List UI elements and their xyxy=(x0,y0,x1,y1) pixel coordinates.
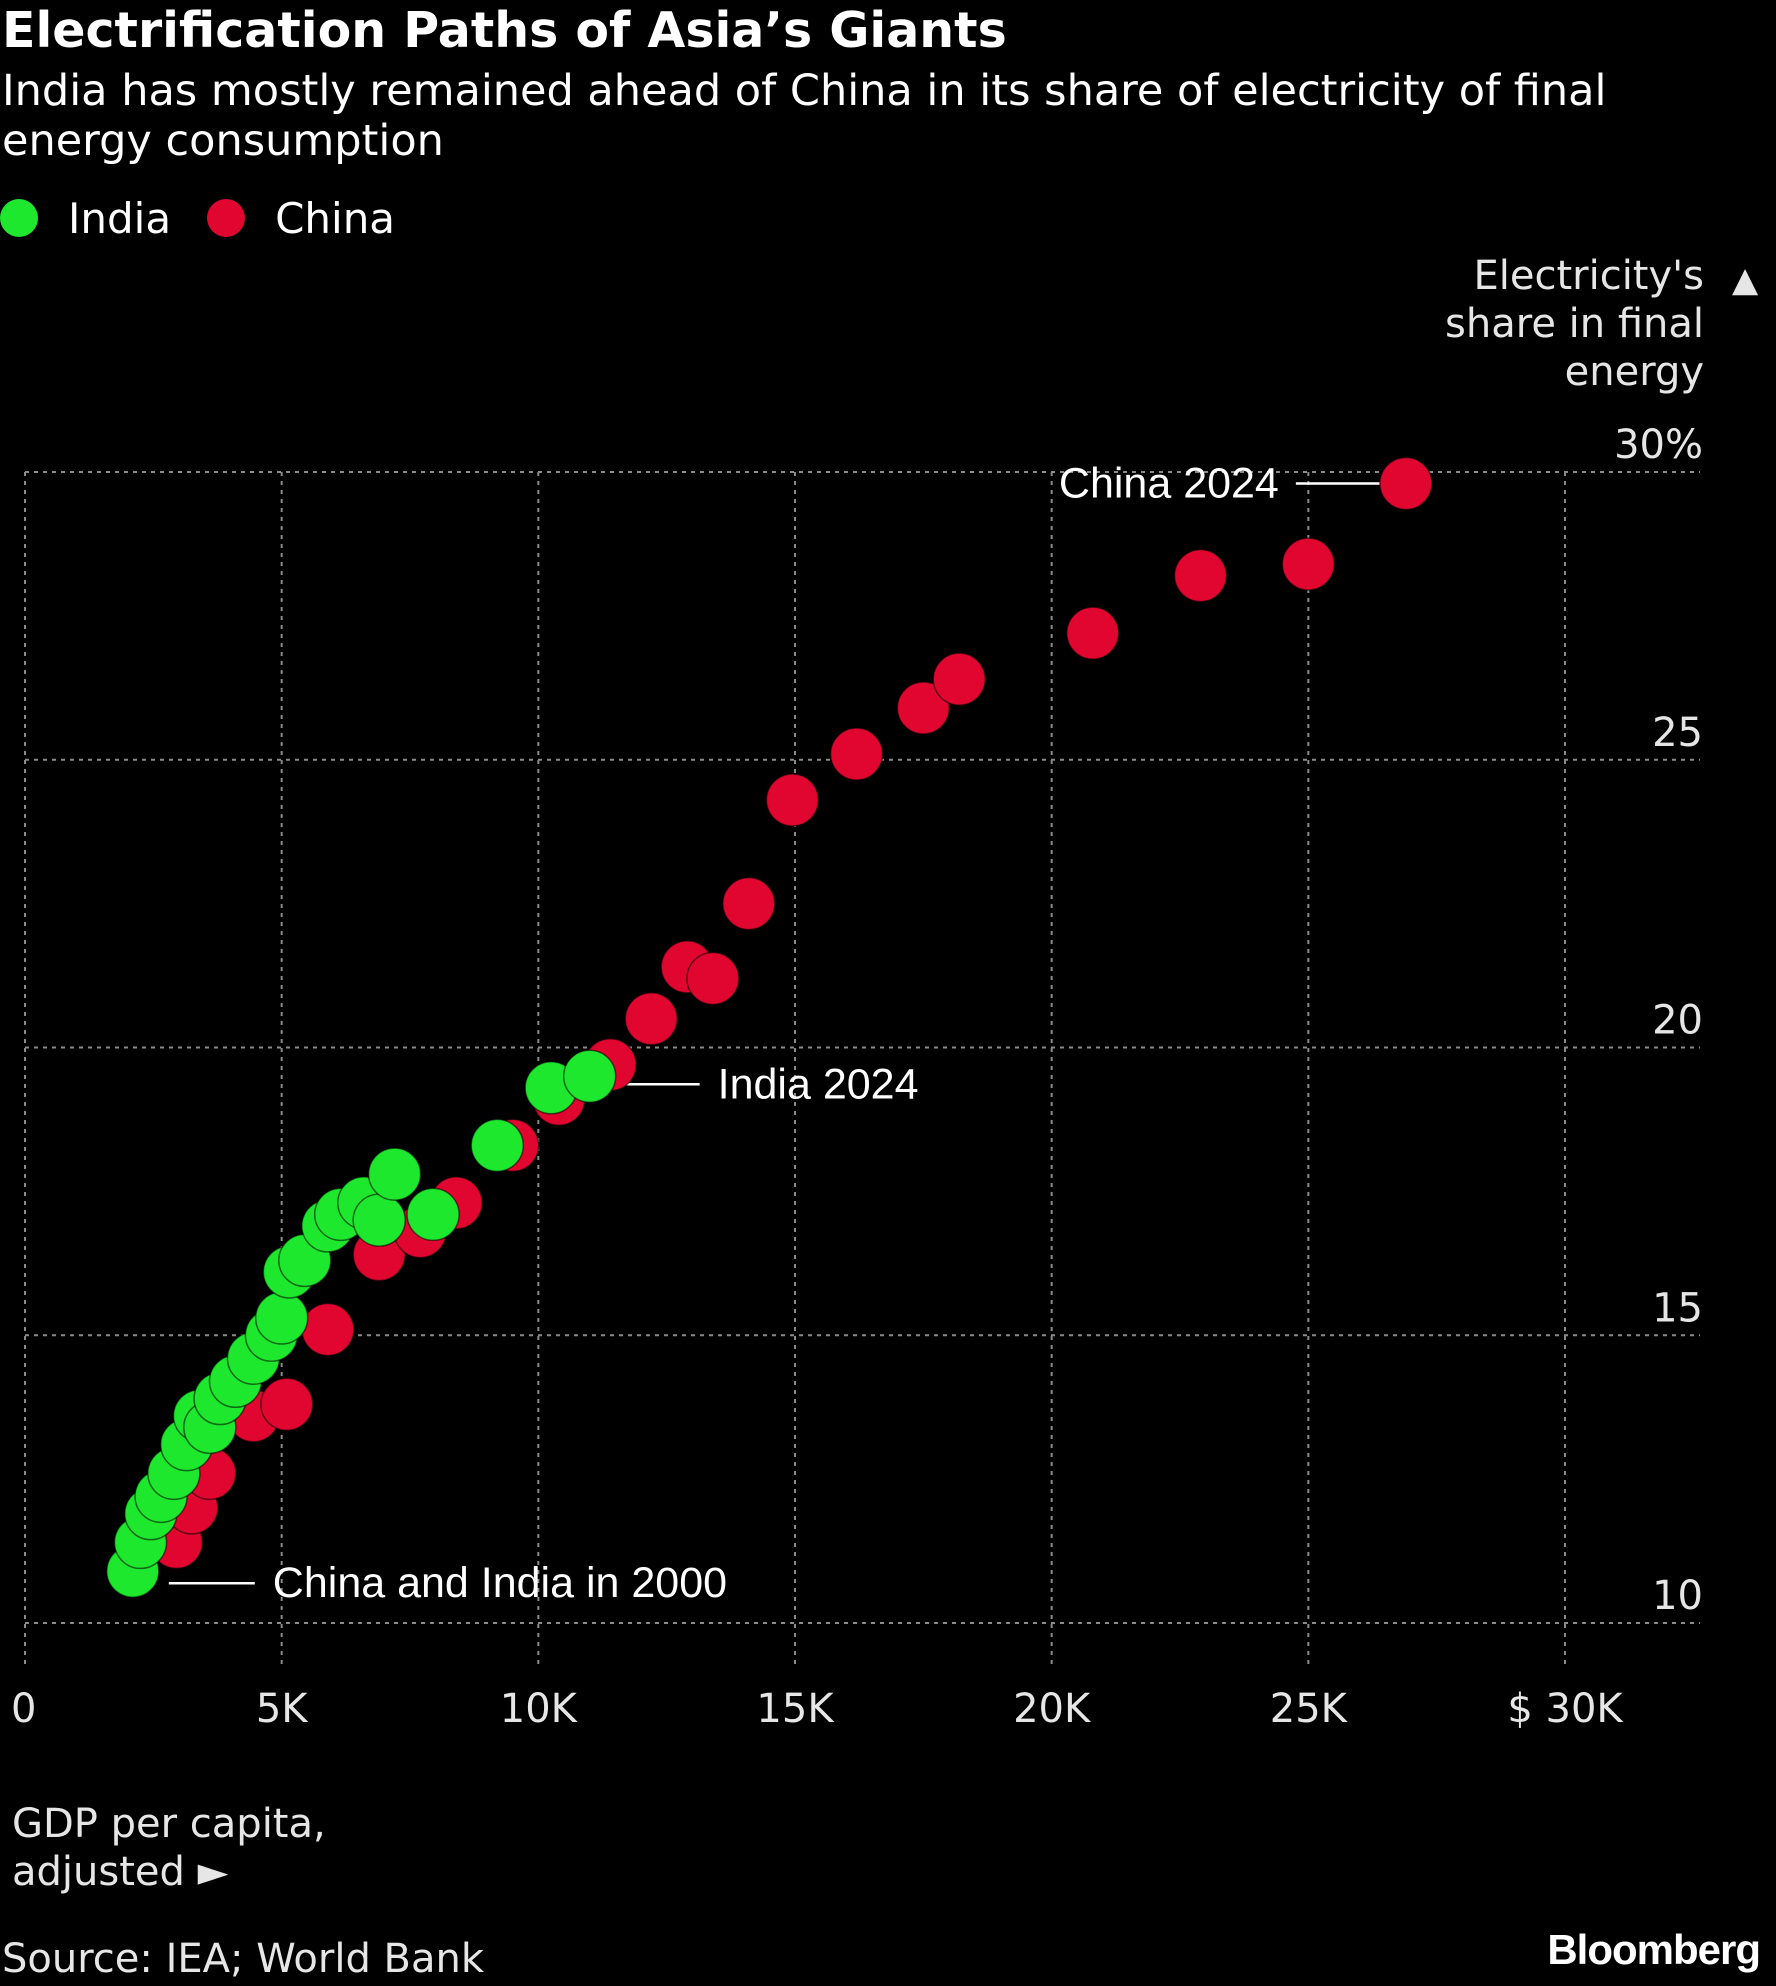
x-tick-label: 10K xyxy=(500,1686,579,1732)
data-point-china xyxy=(932,652,987,706)
legend-swatch-china xyxy=(207,199,246,237)
x-tick-label: $ 30K xyxy=(1507,1686,1624,1732)
legend-label-china: China xyxy=(275,193,396,243)
data-point-china xyxy=(765,773,820,827)
legend: India China xyxy=(0,192,431,244)
up-arrow-icon: ▲ xyxy=(1732,260,1759,300)
y-axis-label: Electricity's share in final energy xyxy=(1284,252,1704,396)
x-tick-label: 20K xyxy=(1013,1686,1092,1732)
chart-subtitle: India has mostly remained ahead of China… xyxy=(2,66,1607,166)
data-point-india xyxy=(470,1118,525,1173)
data-point-india xyxy=(352,1193,406,1247)
y-axis-label-line: energy xyxy=(1564,349,1704,395)
y-tick-label: 15 xyxy=(1652,1285,1703,1331)
data-point-china xyxy=(260,1377,314,1432)
axis-ticks: 10 15 20 25 30% 0 5K 10K 15K 20K 25K $ 30K xyxy=(11,422,1703,1732)
y-axis-label-line: share in final xyxy=(1445,301,1704,347)
source-note: Source: IEA; World Bank xyxy=(2,1936,485,1982)
data-point-china xyxy=(1281,537,1336,591)
chart-title: Electrification Paths of Asia’s Giants xyxy=(2,2,1007,59)
data-point-china xyxy=(896,681,951,735)
x-tick-label: 0 xyxy=(11,1686,36,1732)
annotation-leaders xyxy=(168,482,1386,1585)
y-tick-label: 20 xyxy=(1652,998,1703,1044)
y-tick-label: 10 xyxy=(1652,1573,1703,1619)
bloomberg-logo: Bloomberg xyxy=(1547,1926,1761,1973)
data-point-china xyxy=(829,727,884,781)
data-point-china xyxy=(1173,548,1228,603)
x-axis-label: GDP per capita, adjusted ► xyxy=(12,1800,326,1896)
annotation-label: India 2024 xyxy=(718,1060,919,1108)
data-point-india xyxy=(406,1187,460,1242)
data-point-china xyxy=(301,1302,355,1357)
y-tick-label: 25 xyxy=(1652,710,1703,756)
annotation-label: China 2024 xyxy=(1059,460,1279,508)
y-tick-label: 30% xyxy=(1614,422,1703,468)
data-point-china xyxy=(1379,456,1433,511)
x-axis-label-line: adjusted ► xyxy=(12,1849,229,1895)
legend-item-china: China xyxy=(207,194,395,243)
data-point-china xyxy=(1065,606,1120,660)
data-point-china xyxy=(722,876,776,931)
data-point-india xyxy=(562,1049,617,1104)
data-point-india xyxy=(367,1147,422,1201)
x-tick-label: 25K xyxy=(1270,1686,1349,1732)
data-point-china xyxy=(624,991,679,1046)
data-points xyxy=(106,456,1433,1598)
annotation-label: China and India in 2000 xyxy=(273,1559,727,1607)
legend-item-india: India xyxy=(0,194,171,243)
x-tick-label: 15K xyxy=(756,1686,835,1732)
legend-label-india: India xyxy=(68,193,172,243)
scatter-plot: 10 15 20 25 30% 0 5K 10K 15K 20K 25K $ 30K China 20… xyxy=(11,422,1703,1732)
annotations: China 2024 India 2024 China and India in 2… xyxy=(273,460,1279,1608)
x-tick-label: 5K xyxy=(256,1686,309,1732)
x-axis-label-line: GDP per capita, xyxy=(12,1801,326,1847)
y-axis-label-line: Electricity's xyxy=(1473,253,1704,299)
data-point-china xyxy=(686,951,740,1006)
legend-swatch-india xyxy=(0,199,38,237)
data-point-india xyxy=(254,1291,309,1345)
